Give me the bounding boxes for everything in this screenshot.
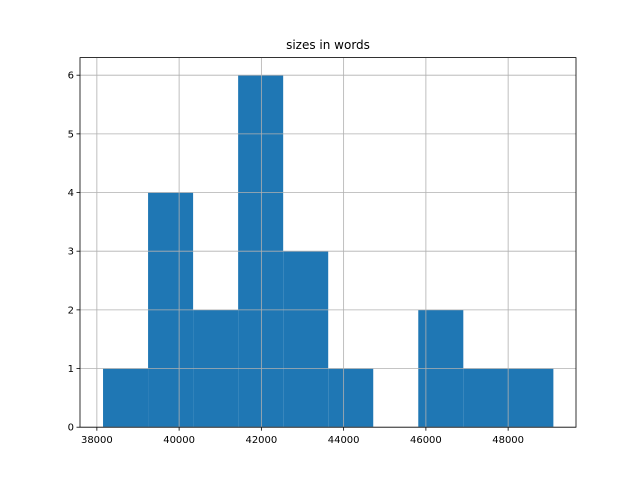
y-tick-label: 5	[68, 129, 74, 140]
x-tick-label: 38000	[81, 435, 113, 446]
bar	[103, 368, 149, 428]
bar	[508, 368, 554, 428]
x-tick-label: 40000	[163, 435, 195, 446]
y-tick-label: 2	[68, 305, 74, 316]
y-tick-label: 1	[68, 364, 74, 375]
bar	[328, 368, 374, 428]
y-tick-label: 0	[68, 423, 74, 434]
x-tick-label: 46000	[410, 435, 442, 446]
chart-title: sizes in words	[286, 38, 370, 52]
y-tick-label: 3	[68, 247, 74, 258]
plot-frame	[79, 57, 577, 428]
y-tick-label: 6	[68, 71, 74, 82]
x-tick-label: 44000	[328, 435, 360, 446]
bar	[463, 368, 509, 428]
x-tick-label: 48000	[492, 435, 524, 446]
x-tick-label: 42000	[245, 435, 277, 446]
bar	[283, 251, 329, 428]
y-tick-label: 4	[68, 188, 74, 199]
